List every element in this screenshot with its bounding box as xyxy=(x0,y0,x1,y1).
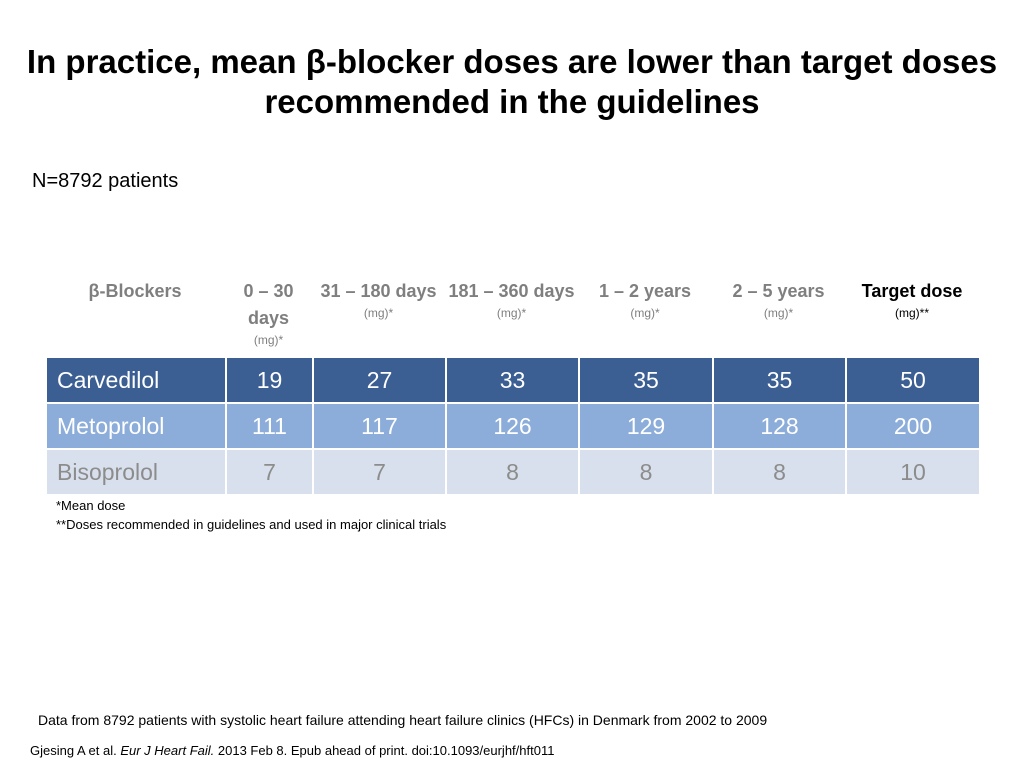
header-label: 181 – 360 days xyxy=(448,281,575,301)
target-dose-cell: 10 xyxy=(845,448,981,496)
header-label: β-Blockers xyxy=(88,281,182,301)
header-unit: (mg)* xyxy=(363,306,394,320)
citation-journal: Eur J Heart Fail. xyxy=(120,743,215,758)
dose-cell: 33 xyxy=(445,356,580,404)
dose-cell: 126 xyxy=(445,402,580,450)
table-row-carvedilol: Carvedilol 19 27 33 35 35 50 xyxy=(45,356,981,404)
dose-cell: 111 xyxy=(225,402,314,450)
header-unit: (mg)** xyxy=(894,306,929,320)
header-31-180-days: 31 – 180 days (mg)* xyxy=(312,278,445,320)
header-1-2-years: 1 – 2 years (mg)* xyxy=(578,278,712,320)
header-label: Target dose xyxy=(861,281,963,301)
slide-title: In practice, mean β-blocker doses are lo… xyxy=(26,43,998,121)
header-unit: (mg)* xyxy=(496,306,527,320)
table-row-metoprolol: Metoprolol 111 117 126 129 128 200 xyxy=(45,402,981,450)
drug-name: Carvedilol xyxy=(45,356,227,404)
header-beta-blockers: β-Blockers xyxy=(45,278,225,305)
target-dose-cell: 200 xyxy=(845,402,981,450)
dose-cell: 8 xyxy=(712,448,847,496)
dose-cell: 117 xyxy=(312,402,447,450)
dose-cell: 19 xyxy=(225,356,314,404)
citation-authors: Gjesing A et al. xyxy=(30,743,121,758)
drug-name: Metoprolol xyxy=(45,402,227,450)
header-label: 1 – 2 years xyxy=(598,281,692,301)
dose-cell: 8 xyxy=(445,448,580,496)
footnotes: *Mean dose **Doses recommended in guidel… xyxy=(56,496,446,534)
header-label: 0 – 30 days xyxy=(243,281,294,328)
dose-cell: 35 xyxy=(712,356,847,404)
dose-cell: 129 xyxy=(578,402,714,450)
header-181-360-days: 181 – 360 days (mg)* xyxy=(445,278,578,320)
dose-table: Carvedilol 19 27 33 35 35 50 Metoprolol … xyxy=(45,356,981,496)
table-row-bisoprolol: Bisoprolol 7 7 8 8 8 10 xyxy=(45,448,981,496)
drug-name: Bisoprolol xyxy=(45,448,227,496)
header-0-30-days: 0 – 30 days (mg)* xyxy=(225,278,312,347)
citation: Gjesing A et al. Eur J Heart Fail. 2013 … xyxy=(30,743,554,758)
dose-cell: 35 xyxy=(578,356,714,404)
target-dose-cell: 50 xyxy=(845,356,981,404)
dose-cell: 7 xyxy=(225,448,314,496)
footnote-target-dose: **Doses recommended in guidelines and us… xyxy=(56,517,447,532)
patient-count: N=8792 patients xyxy=(32,170,179,192)
dose-cell: 7 xyxy=(312,448,447,496)
dose-cell: 128 xyxy=(712,402,847,450)
citation-details: 2013 Feb 8. Epub ahead of print. doi:10.… xyxy=(214,743,555,758)
table-header: β-Blockers 0 – 30 days (mg)* 31 – 180 da… xyxy=(45,278,979,358)
header-unit: (mg)* xyxy=(630,306,660,320)
header-unit: (mg)* xyxy=(763,306,794,320)
header-label: 2 – 5 years xyxy=(732,281,825,301)
data-source-note: Data from 8792 patients with systolic he… xyxy=(38,712,768,728)
dose-cell: 27 xyxy=(312,356,447,404)
footnote-mean-dose: *Mean dose xyxy=(56,498,126,513)
header-2-5-years: 2 – 5 years (mg)* xyxy=(712,278,845,320)
header-unit: (mg)* xyxy=(253,333,284,347)
header-target-dose: Target dose (mg)** xyxy=(845,278,979,320)
dose-cell: 8 xyxy=(578,448,714,496)
header-label: 31 – 180 days xyxy=(320,281,437,301)
